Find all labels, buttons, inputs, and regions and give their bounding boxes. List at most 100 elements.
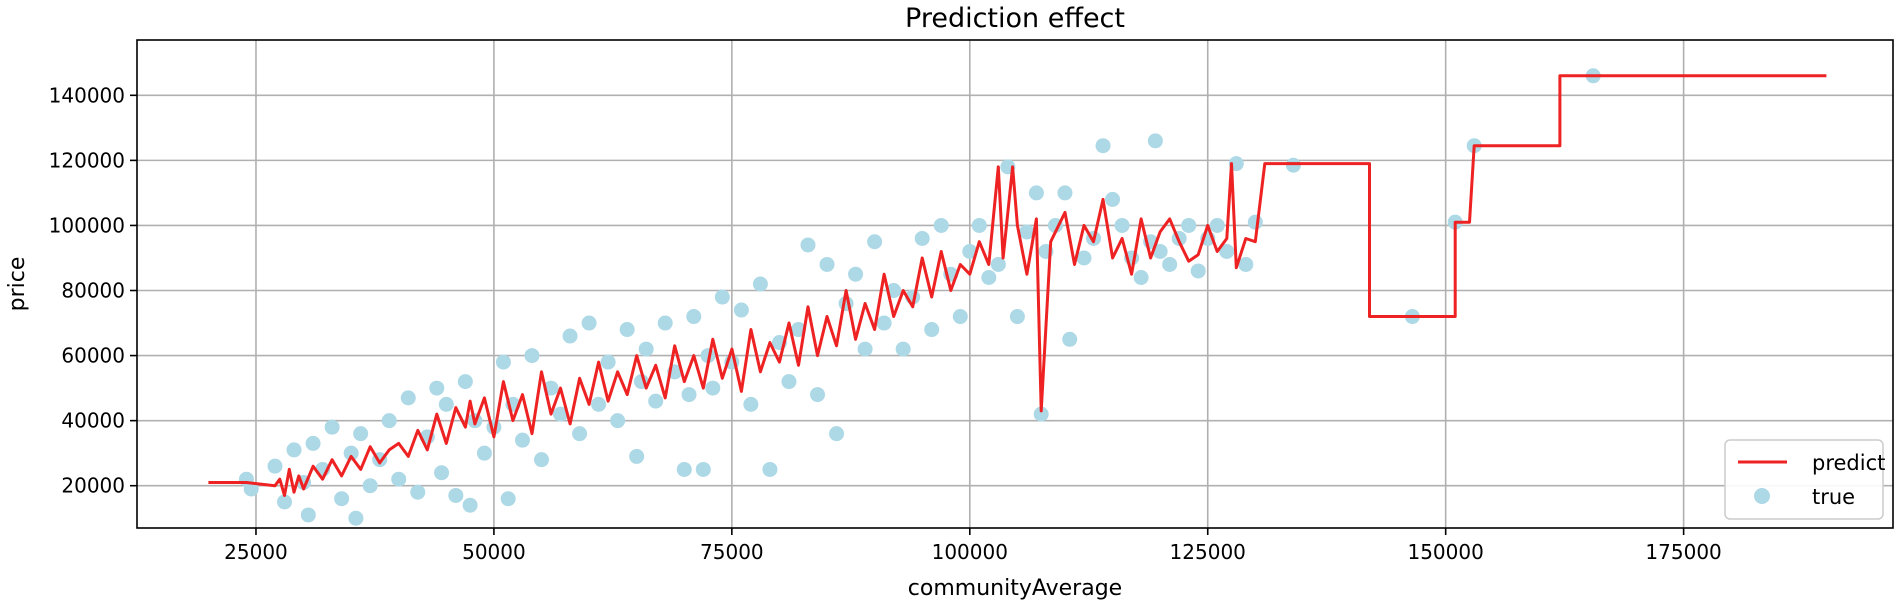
true-point [1162, 256, 1178, 272]
true-point [1033, 406, 1049, 422]
true-point [1219, 243, 1235, 259]
true-point [476, 445, 492, 461]
x-tick-label: 75000 [700, 540, 764, 564]
true-point [848, 266, 864, 282]
true-point [733, 302, 749, 318]
true-point [1181, 217, 1197, 233]
true-point [743, 396, 759, 412]
x-tick-label: 25000 [224, 540, 288, 564]
true-point [562, 328, 578, 344]
true-point [286, 442, 302, 458]
true-point [638, 341, 654, 357]
true-point [353, 426, 369, 442]
true-point [952, 309, 968, 325]
y-tick-label: 100000 [49, 213, 125, 237]
true-point [1247, 214, 1263, 230]
true-point [1285, 157, 1301, 173]
true-point [362, 478, 378, 494]
true-point [434, 465, 450, 481]
true-point [305, 435, 321, 451]
x-tick-label: 175000 [1645, 540, 1721, 564]
true-point [243, 481, 259, 497]
true-point [524, 348, 540, 364]
true-point [1152, 243, 1168, 259]
true-point [500, 491, 516, 507]
predict-line [208, 74, 1827, 497]
x-tick-label: 125000 [1170, 540, 1246, 564]
grid-lines [137, 40, 1893, 528]
true-point [1114, 217, 1130, 233]
plot-frame [136, 39, 1894, 529]
true-point [962, 243, 978, 259]
true-point [514, 432, 530, 448]
true-point [781, 374, 797, 390]
true-point [981, 269, 997, 285]
true-point [553, 406, 569, 422]
y-axis-label: price [5, 257, 30, 312]
true-point [867, 234, 883, 250]
chart-title: Prediction effect [905, 3, 1125, 34]
true-point [1147, 133, 1163, 149]
true-point [277, 494, 293, 510]
x-tick-label: 50000 [462, 540, 526, 564]
true-point [1019, 224, 1035, 240]
true-point [381, 413, 397, 429]
true-point [714, 289, 730, 305]
true-point [300, 507, 316, 523]
x-tick-label: 150000 [1407, 540, 1483, 564]
true-point [676, 461, 692, 477]
true-point [324, 419, 340, 435]
true-point [800, 237, 816, 253]
true-point [448, 487, 464, 503]
true-point [348, 510, 364, 526]
y-tick-label: 80000 [61, 279, 125, 303]
true-point [462, 497, 478, 513]
true-point [933, 217, 949, 233]
true-point [533, 452, 549, 468]
true-point [876, 315, 892, 331]
true-point [1209, 217, 1225, 233]
true-point [1076, 250, 1092, 266]
true-point [591, 396, 607, 412]
true-point [681, 387, 697, 403]
true-point [400, 390, 416, 406]
legend: predict true [1724, 439, 1885, 520]
true-point [429, 380, 445, 396]
true-point [1190, 263, 1206, 279]
true-point [648, 393, 664, 409]
true-point [572, 426, 588, 442]
legend-true-swatch [1754, 488, 1770, 504]
axis-ticks: 25000 50000 75000 100000 125000 150000 175000 2… [49, 83, 1722, 564]
true-point [924, 322, 940, 338]
true-point [857, 341, 873, 357]
true-point [457, 374, 473, 390]
true-point [334, 491, 350, 507]
true-point [895, 341, 911, 357]
true-point [752, 276, 768, 292]
true-point [581, 315, 597, 331]
true-point [705, 380, 721, 396]
true-point [829, 426, 845, 442]
true-point [1095, 138, 1111, 154]
legend-true-label: true [1812, 485, 1855, 509]
true-point [914, 230, 930, 246]
true-point [1028, 185, 1044, 201]
x-tick-label: 100000 [932, 540, 1008, 564]
y-tick-label: 40000 [61, 409, 125, 433]
true-point [391, 471, 407, 487]
legend-predict-label: predict [1812, 451, 1885, 475]
true-point [267, 458, 283, 474]
true-point [600, 354, 616, 370]
x-axis-label: communityAverage [908, 576, 1122, 601]
true-point [695, 461, 711, 477]
true-point [971, 217, 987, 233]
y-tick-label: 140000 [49, 83, 125, 107]
y-tick-label: 60000 [61, 344, 125, 368]
predict-line-series [208, 74, 1827, 497]
true-point [990, 256, 1006, 272]
true-point [810, 387, 826, 403]
true-point [438, 396, 454, 412]
true-point [1133, 269, 1149, 285]
true-point [657, 315, 673, 331]
